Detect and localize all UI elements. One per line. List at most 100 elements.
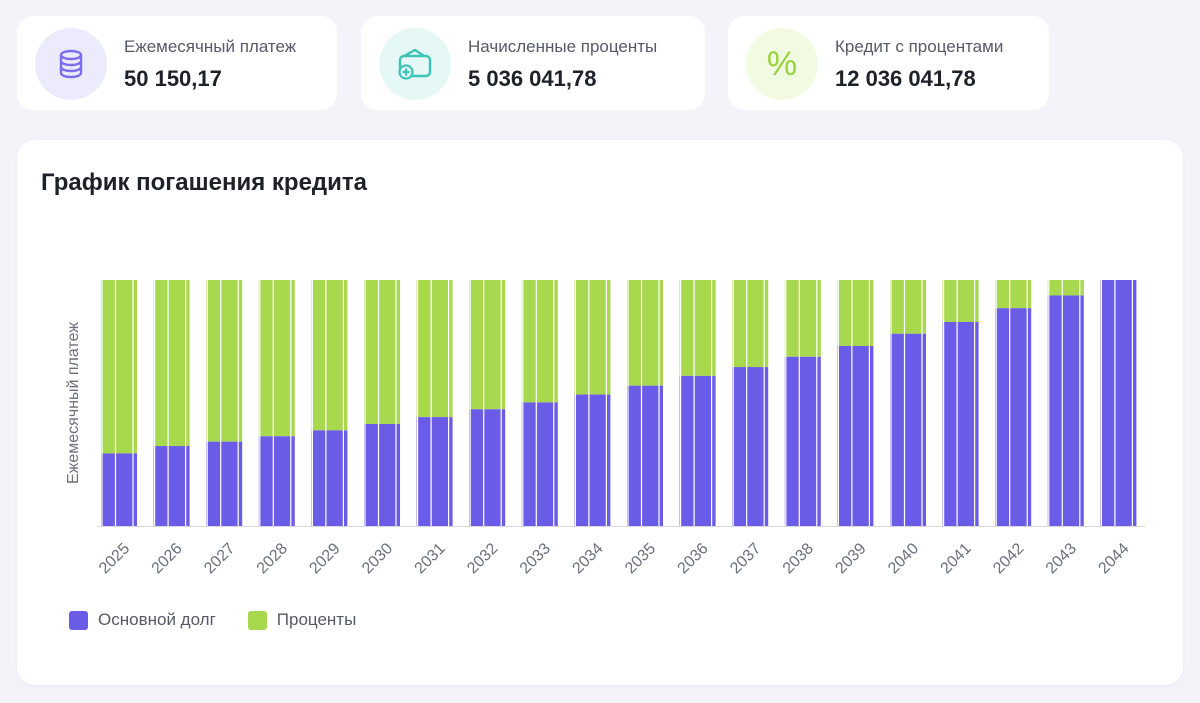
bar-interest-2033[interactable] (521, 280, 558, 403)
x-tick-label: 2037 (727, 540, 764, 577)
x-tick-label: 2033 (517, 540, 554, 577)
bar-principal-2029[interactable] (311, 430, 348, 526)
chart-title: График погашения кредита (41, 169, 368, 196)
wallet-plus-icon (379, 28, 451, 100)
bar-principal-2041[interactable] (942, 321, 979, 526)
bar-principal-2036[interactable] (679, 375, 716, 526)
bar-group-2041[interactable] (942, 280, 979, 526)
x-tick-label: 2026 (149, 540, 186, 577)
bar-interest-2041[interactable] (942, 280, 979, 322)
legend-swatch-principal (69, 610, 88, 630)
bar-group-2031[interactable] (416, 280, 453, 526)
bar-principal-2034[interactable] (574, 394, 611, 526)
x-tick-label: 2039 (832, 540, 869, 577)
bar-group-2026[interactable] (153, 280, 190, 526)
bar-interest-2030[interactable] (364, 280, 400, 424)
bar-group-2044[interactable] (1100, 280, 1137, 526)
legend-item-interest[interactable]: Проценты (247, 610, 357, 630)
x-tick-label: 2035 (622, 540, 659, 577)
bar-principal-2027[interactable] (206, 441, 243, 526)
x-tick-label: 2041 (938, 540, 975, 577)
bar-interest-2025[interactable] (101, 280, 137, 454)
percent-icon: % (746, 28, 818, 100)
bar-group-2036[interactable] (679, 280, 716, 526)
bar-principal-2038[interactable] (784, 356, 821, 526)
stat-card-credit-with-interest: % Кредит с процентами 12 036 041,78 (728, 16, 1049, 110)
x-tick-label: 2038 (780, 540, 817, 577)
bar-principal-2037[interactable] (732, 367, 769, 526)
stat-value: 12 036 041,78 (835, 66, 976, 91)
x-tick-label: 2029 (306, 540, 343, 577)
bar-group-2037[interactable] (732, 280, 769, 526)
bar-group-2025[interactable] (101, 280, 137, 526)
bar-interest-2028[interactable] (258, 280, 295, 437)
stat-label: Кредит с процентами (835, 37, 1004, 56)
x-tick-label: 2034 (569, 540, 606, 577)
legend-label: Проценты (276, 610, 357, 629)
bar-principal-2043[interactable] (1047, 295, 1084, 526)
bar-interest-2038[interactable] (784, 280, 821, 357)
bar-group-2038[interactable] (784, 280, 821, 526)
x-tick-label: 2036 (675, 540, 712, 577)
percent-glyph: % (766, 45, 798, 83)
stat-value: 50 150,17 (124, 66, 222, 91)
bar-interest-2037[interactable] (732, 280, 769, 368)
bar-principal-2033[interactable] (521, 402, 558, 526)
bar-group-2043[interactable] (1047, 280, 1084, 526)
bar-interest-2035[interactable] (627, 280, 663, 386)
stat-value: 5 036 041,78 (468, 66, 597, 91)
x-tick-label: 2043 (1043, 540, 1080, 577)
bar-principal-2032[interactable] (469, 409, 506, 526)
x-tick-label: 2031 (412, 540, 449, 577)
bar-group-2040[interactable] (890, 280, 926, 526)
legend-swatch-interest (247, 610, 267, 630)
bar-interest-2031[interactable] (416, 280, 453, 418)
bar-interest-2043[interactable] (1047, 280, 1084, 296)
bar-interest-2029[interactable] (311, 280, 348, 431)
bar-principal-2031[interactable] (416, 417, 453, 526)
bar-interest-2042[interactable] (995, 280, 1032, 309)
bar-group-2033[interactable] (521, 280, 558, 526)
chart-legend: Основной долг Проценты (69, 610, 388, 630)
x-tick-label: 2042 (990, 540, 1027, 577)
legend-label: Основной долг (98, 610, 216, 629)
bar-interest-2034[interactable] (574, 280, 611, 395)
repayment-chart-panel: График погашения кредита 2025 2026 2027 202… (17, 140, 1183, 685)
bar-interest-2040[interactable] (890, 280, 926, 334)
x-tick-label: 2032 (464, 540, 501, 577)
legend-item-principal[interactable]: Основной долг (69, 610, 216, 630)
bar-group-2030[interactable] (364, 280, 400, 526)
bar-interest-2026[interactable] (153, 280, 190, 447)
bar-principal-2028[interactable] (258, 436, 295, 526)
bar-interest-2032[interactable] (469, 280, 506, 410)
bar-group-2039[interactable] (837, 280, 874, 526)
x-tick-label: 2040 (885, 540, 922, 577)
repayment-chart: 2025 2026 2027 2028 2029 2030 2031 2032 2033 2034… (65, 280, 1145, 577)
x-tick-label: 2030 (359, 540, 396, 577)
y-axis-label: Ежемесячный платеж (65, 322, 82, 484)
stat-label: Начисленные проценты (468, 37, 658, 56)
bar-interest-2036[interactable] (679, 280, 716, 376)
bar-principal-2042[interactable] (995, 308, 1032, 526)
bar-principal-2030[interactable] (364, 423, 400, 526)
bar-group-2027[interactable] (206, 280, 243, 526)
stat-card-accrued-interest: Начисленные проценты 5 036 041,78 (361, 16, 705, 110)
coins-stack-icon (35, 28, 107, 100)
bar-group-2032[interactable] (469, 280, 506, 526)
bar-principal-2026[interactable] (153, 446, 190, 526)
bar-interest-2039[interactable] (837, 280, 874, 346)
bar-group-2029[interactable] (311, 280, 348, 526)
bar-principal-2044[interactable] (1100, 280, 1137, 526)
bar-group-2042[interactable] (995, 280, 1032, 526)
bar-principal-2040[interactable] (890, 333, 926, 526)
bar-interest-2027[interactable] (206, 280, 243, 442)
bar-group-2035[interactable] (627, 280, 663, 526)
bar-group-2034[interactable] (574, 280, 611, 526)
stat-card-monthly-payment: Ежемесячный платеж 50 150,17 (17, 16, 337, 110)
stat-label: Ежемесячный платеж (124, 37, 297, 56)
bar-principal-2025[interactable] (101, 453, 137, 526)
x-tick-label: 2027 (201, 540, 238, 577)
bar-group-2028[interactable] (258, 280, 295, 526)
bar-principal-2035[interactable] (627, 385, 663, 526)
bar-principal-2039[interactable] (837, 345, 874, 526)
